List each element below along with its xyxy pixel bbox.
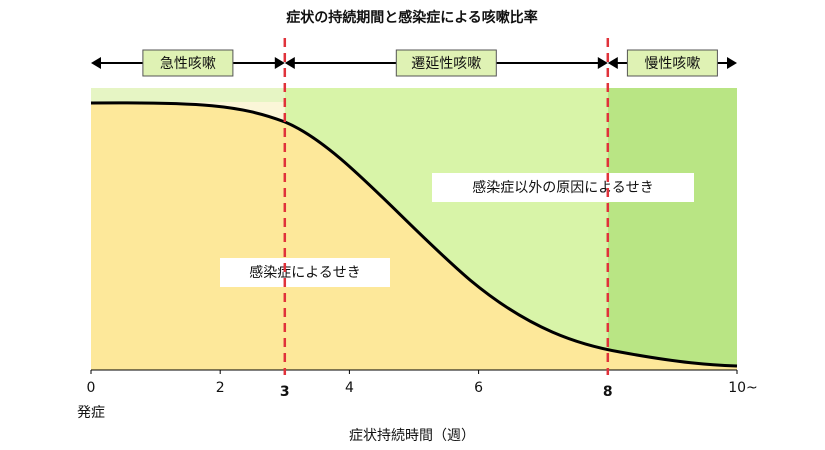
x-tick-label: 0	[87, 380, 96, 396]
x-axis-title: 症状持続時間（週）	[349, 427, 475, 444]
marker-label: 3	[280, 384, 290, 400]
arrow-head	[607, 57, 618, 69]
x-tick-label: 4	[345, 380, 354, 396]
x-tick-label: 2	[216, 380, 225, 396]
arrow-head	[597, 57, 608, 69]
infection-area	[91, 102, 737, 371]
phase-label: 遷延性咳嗽	[411, 56, 481, 72]
arrow-head	[284, 57, 295, 69]
label-box	[220, 258, 390, 287]
arrow-head	[727, 57, 737, 69]
top-strip	[91, 88, 285, 102]
curve	[90, 101, 738, 368]
origin-label: 発症	[77, 405, 105, 421]
region	[607, 88, 737, 370]
region-label: 感染症によるせき	[249, 264, 361, 281]
phase-label: 慢性咳嗽	[644, 55, 700, 72]
phase-box	[142, 49, 234, 77]
chart-title: 症状の持続期間と感染症による咳嗽比率	[286, 9, 538, 26]
arrow-head	[274, 57, 285, 69]
arrow-head	[91, 57, 101, 69]
region-label: 感染症以外の原因によるせき	[472, 179, 654, 196]
phase-box	[395, 49, 497, 77]
x-tick-label: 10~	[728, 380, 758, 396]
marker-label: 8	[603, 384, 613, 400]
x-tick-label: 6	[474, 380, 483, 396]
label-box	[432, 173, 694, 202]
phase-label: 急性咳嗽	[160, 56, 216, 72]
phase-box	[626, 49, 718, 77]
